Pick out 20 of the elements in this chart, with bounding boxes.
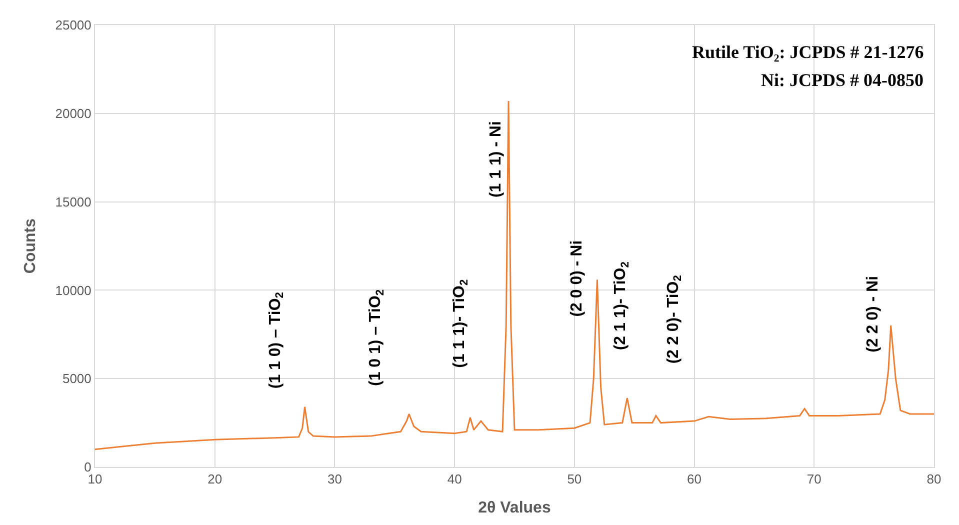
y-tick-label: 25000: [55, 18, 92, 33]
y-tick-label: 5000: [62, 371, 92, 386]
x-tick-label: 40: [447, 472, 462, 487]
annotation: (2 0 0) - Ni: [568, 240, 586, 317]
annotation: (2 2 0) - Ni: [864, 276, 882, 352]
x-tick-label: 60: [687, 472, 702, 487]
x-tick-label: 80: [926, 472, 942, 487]
y-tick-label: 15000: [55, 194, 92, 210]
annotation: (1 1 1) - Ni: [487, 121, 504, 198]
x-tick-label: 20: [208, 472, 222, 487]
y-tick-label: 20000: [55, 106, 92, 121]
x-axis-title: 2θ Values: [478, 499, 551, 516]
x-tick-label: 50: [567, 472, 582, 487]
annotation: Ni: JCPDS # 04-0850: [761, 70, 924, 90]
x-tick-label: 30: [327, 472, 342, 487]
annotation: Rutile TiO₂: JCPDS # 21-1276: [692, 42, 924, 62]
y-axis-title: Counts: [22, 218, 40, 274]
line-series: [95, 100, 934, 450]
x-tick-label: 70: [806, 472, 822, 487]
y-tick-label: 10000: [55, 282, 92, 298]
